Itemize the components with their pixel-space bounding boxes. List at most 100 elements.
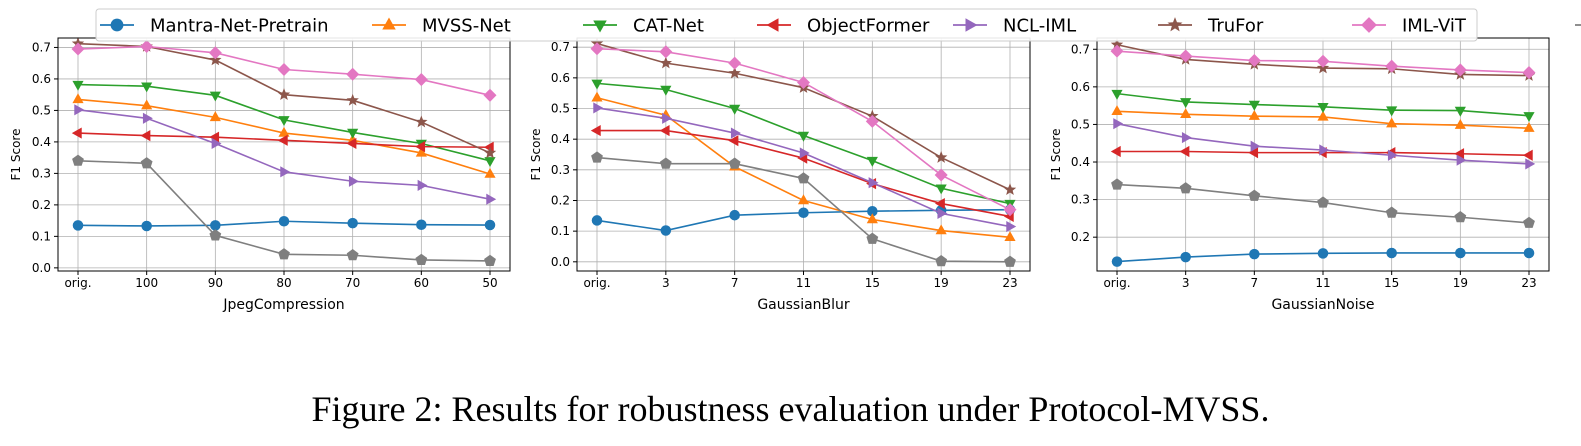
data-point <box>140 157 153 169</box>
x-tick-label: 19 <box>934 276 949 290</box>
data-point <box>1003 183 1017 196</box>
y-tick-label: 0.2 <box>551 193 570 207</box>
legend-item: CAT-Net <box>583 16 704 37</box>
x-tick-label: 70 <box>345 276 360 290</box>
data-point <box>591 91 603 102</box>
data-point <box>868 177 879 189</box>
legend-label: Mantra-Net-Pretrain <box>150 16 329 37</box>
data-point <box>1386 247 1397 259</box>
data-point <box>1111 178 1123 190</box>
data-point <box>934 151 948 163</box>
x-tick-label: 15 <box>1384 276 1399 290</box>
legend-marker <box>1361 17 1377 33</box>
legend-marker <box>766 18 779 32</box>
legend-item: Mantra-Net-Pretrain <box>100 16 329 37</box>
data-point <box>416 219 427 230</box>
data-point <box>1110 145 1121 158</box>
data-point <box>141 82 153 93</box>
data-point <box>1250 140 1261 152</box>
legend-item: MVSS-Net <box>372 16 511 37</box>
data-point <box>1454 211 1467 223</box>
data-point <box>1180 108 1192 119</box>
x-tick-label: orig. <box>1103 276 1130 290</box>
y-tick-label: 0.5 <box>551 102 570 116</box>
x-axis-label: JpegCompression <box>222 297 344 313</box>
data-point <box>935 184 947 195</box>
legend-label: MVSS-Net <box>422 16 511 37</box>
data-point <box>1525 158 1536 170</box>
data-point <box>1110 44 1124 58</box>
data-point <box>660 85 672 96</box>
y-tick-label: 0.4 <box>1071 155 1090 169</box>
data-point <box>1111 256 1123 267</box>
data-point <box>1317 110 1329 121</box>
y-tick-label: 0.5 <box>32 103 51 117</box>
x-tick-label: 23 <box>1521 276 1536 290</box>
data-point <box>730 127 741 139</box>
x-tick-label: 11 <box>796 276 811 290</box>
data-point <box>1180 98 1192 109</box>
data-point <box>1004 231 1016 241</box>
data-point <box>415 253 428 265</box>
data-point <box>209 91 221 102</box>
data-point <box>728 56 742 70</box>
data-point <box>659 45 673 59</box>
y-tick-label: 0.2 <box>32 198 51 212</box>
data-point <box>277 88 291 100</box>
data-point <box>415 141 426 153</box>
y-axis-label: F1 Score <box>9 129 23 181</box>
data-point <box>346 93 359 106</box>
data-point <box>140 39 154 54</box>
data-point <box>346 67 360 81</box>
data-point <box>1454 106 1466 117</box>
legend-item: ObjectFormer <box>757 16 930 37</box>
x-tick-label: 23 <box>1002 276 1017 290</box>
data-point <box>348 175 359 187</box>
data-point <box>1523 121 1535 132</box>
x-tick-label: 11 <box>1315 276 1330 290</box>
data-point <box>1179 182 1192 194</box>
legend-marker <box>593 20 607 33</box>
data-point <box>1522 66 1536 80</box>
data-point <box>1179 49 1193 63</box>
data-point <box>209 229 222 241</box>
data-point <box>1456 154 1467 166</box>
legend: Mantra-Net-Pretrain MVSS-Net CAT-Net Object… <box>95 8 1581 42</box>
y-tick-label: 0.0 <box>551 255 570 269</box>
data-point <box>1247 54 1261 68</box>
legend-item: TruFor <box>1158 16 1264 37</box>
data-point <box>1317 196 1329 208</box>
data-point <box>591 79 603 90</box>
legend-label: CAT-Net <box>633 16 704 37</box>
y-tick-label: 0.4 <box>32 135 51 149</box>
data-point <box>865 114 879 128</box>
legend-label: ObjectFormer <box>807 16 930 37</box>
data-point <box>209 53 222 66</box>
data-point <box>1248 147 1259 159</box>
legend-item: IML-ViT <box>1352 16 1467 37</box>
data-point <box>1003 203 1017 217</box>
chart-panel-3: orig. 3 7 11 15 19 23 0.2 0.3 0.4 0.5 0.6 0.7 Gaussia… <box>1049 37 1550 313</box>
data-point <box>1180 251 1191 263</box>
data-point <box>483 88 497 102</box>
figure-caption: Figure 2: Results for robustness evaluat… <box>311 389 1270 429</box>
x-tick-label: 90 <box>208 276 223 290</box>
y-tick-label: 0.7 <box>551 40 570 54</box>
data-point <box>1179 145 1190 158</box>
data-point <box>142 112 153 124</box>
chart-panel-2: orig. 3 7 11 15 19 23 0.0 0.1 0.2 0.3 0.4 0.5 0.6 0.7 G… <box>529 37 1031 313</box>
data-point <box>1454 148 1465 160</box>
data-point <box>729 104 741 115</box>
data-point <box>208 46 222 60</box>
data-point <box>867 205 878 217</box>
data-point <box>278 248 290 260</box>
y-tick-label: 0.4 <box>551 132 570 146</box>
data-point <box>486 193 497 205</box>
data-point <box>728 135 739 147</box>
x-tick-label: 80 <box>276 276 291 290</box>
data-point <box>484 219 496 231</box>
data-point <box>415 115 428 128</box>
x-tick-label: 7 <box>1251 276 1259 290</box>
data-point <box>414 73 428 87</box>
data-point <box>346 137 357 150</box>
